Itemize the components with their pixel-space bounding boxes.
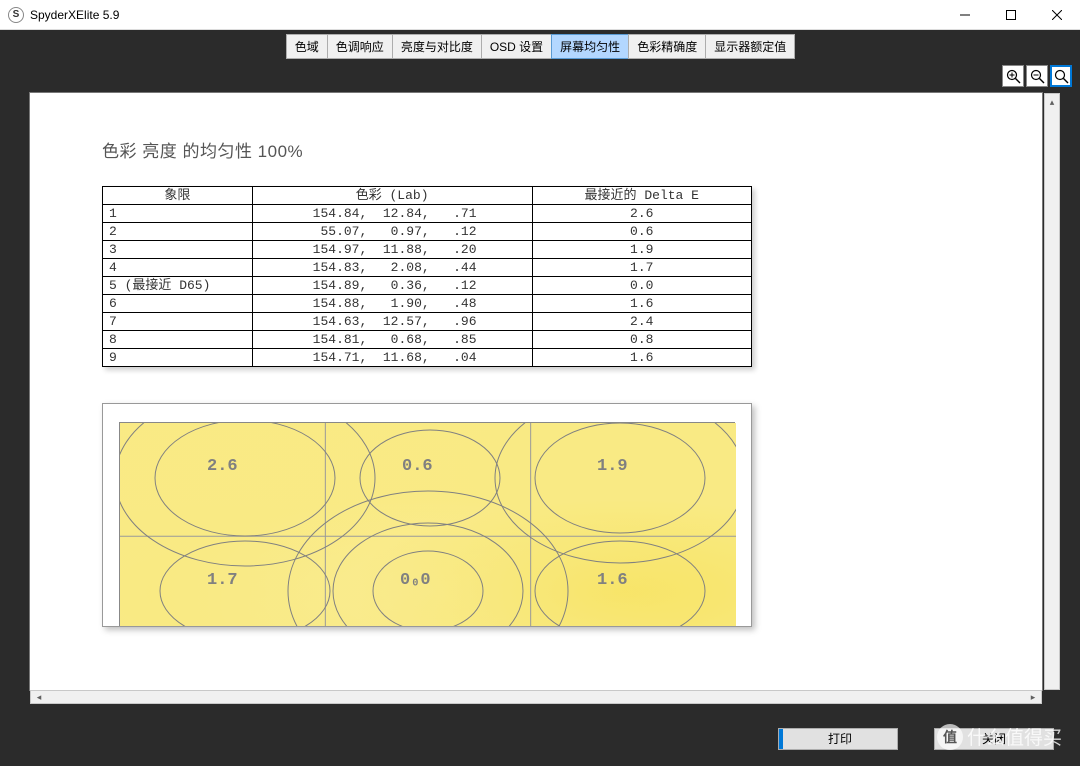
cell-deltae: 2.6 [532,205,751,223]
cell-lab: 154.84, 12.84, .71 [252,205,532,223]
cell-lab: 154.89, 0.36, .12 [252,277,532,295]
app-frame: 色域色调响应亮度与对比度OSD 设置屏幕均匀性色彩精确度显示器额定值 色彩 亮度… [0,30,1080,766]
cell-deltae: 2.4 [532,313,751,331]
tab-2[interactable]: 亮度与对比度 [392,34,482,59]
cell-deltae: 1.6 [532,349,751,367]
heatmap-value: 1.9 [597,457,628,476]
zoom-out-icon[interactable] [1026,65,1048,87]
heatmap-svg [120,423,736,627]
zoom-toolbar [4,59,1076,91]
footer-bar: 打印 关闭 [4,716,1076,762]
heatmap-value: 1.6 [597,571,628,590]
cell-quadrant: 8 [103,331,253,349]
heatmap-value: 0₀0 [400,571,431,590]
maximize-button[interactable] [988,0,1034,30]
table-row: 1154.84, 12.84, .712.6 [103,205,752,223]
cell-deltae: 0.8 [532,331,751,349]
tab-1[interactable]: 色调响应 [327,34,393,59]
table-row: 5 (最接近 D65)154.89, 0.36, .120.0 [103,277,752,295]
cell-quadrant: 7 [103,313,253,331]
cell-lab: 154.63, 12.57, .96 [252,313,532,331]
zoom-fit-icon[interactable] [1050,65,1072,87]
table-row: 3154.97, 11.88, .201.9 [103,241,752,259]
table-row: 7154.63, 12.57, .962.4 [103,313,752,331]
cell-deltae: 1.7 [532,259,751,277]
titlebar: S SpyderXElite 5.9 [0,0,1080,30]
content-area: 色彩 亮度 的均匀性 100% 象限 色彩 (Lab) 最接近的 Delta E… [4,91,1076,762]
cell-quadrant: 6 [103,295,253,313]
heatmap-value: 0.6 [402,457,433,476]
window-controls [942,0,1080,30]
cell-quadrant: 9 [103,349,253,367]
cell-quadrant: 5 (最接近 D65) [103,277,253,295]
close-report-button[interactable]: 关闭 [934,728,1054,750]
cell-lab: 154.88, 1.90, .48 [252,295,532,313]
cell-quadrant: 3 [103,241,253,259]
heatmap-container: 2.6 0.6 1.9 1.7 0₀0 1.6 [102,403,752,627]
horizontal-scrollbar[interactable]: ◂ ▸ [30,690,1042,704]
cell-lab: 154.97, 11.88, .20 [252,241,532,259]
cell-quadrant: 4 [103,259,253,277]
scroll-left-arrow[interactable]: ◂ [31,691,47,703]
col-header-lab: 色彩 (Lab) [252,187,532,205]
cell-lab: 154.83, 2.08, .44 [252,259,532,277]
cell-deltae: 0.0 [532,277,751,295]
zoom-in-icon[interactable] [1002,65,1024,87]
window-title: SpyderXElite 5.9 [30,8,942,22]
close-button[interactable] [1034,0,1080,30]
heatmap: 2.6 0.6 1.9 1.7 0₀0 1.6 [119,422,735,627]
cell-deltae: 0.6 [532,223,751,241]
app-icon: S [8,7,24,23]
cell-quadrant: 2 [103,223,253,241]
col-header-quadrant: 象限 [103,187,253,205]
col-header-deltae: 最接近的 Delta E [532,187,751,205]
cell-quadrant: 1 [103,205,253,223]
tab-strip: 色域色调响应亮度与对比度OSD 设置屏幕均匀性色彩精确度显示器额定值 [4,30,1076,59]
cell-deltae: 1.9 [532,241,751,259]
cell-lab: 154.71, 11.68, .04 [252,349,532,367]
vertical-scrollbar[interactable]: ▴ [1044,93,1060,690]
heatmap-value: 1.7 [207,571,238,590]
print-button[interactable]: 打印 [778,728,898,750]
paper-wrap: 色彩 亮度 的均匀性 100% 象限 色彩 (Lab) 最接近的 Delta E… [20,91,1060,704]
cell-lab: 154.81, 0.68, .85 [252,331,532,349]
report-page: 色彩 亮度 的均匀性 100% 象限 色彩 (Lab) 最接近的 Delta E… [30,93,1042,690]
scroll-up-arrow[interactable]: ▴ [1045,94,1059,110]
table-row: 9154.71, 11.68, .041.6 [103,349,752,367]
tab-5[interactable]: 色彩精确度 [628,34,706,59]
tab-4[interactable]: 屏幕均匀性 [551,34,629,59]
table-row: 6154.88, 1.90, .481.6 [103,295,752,313]
table-row: 8154.81, 0.68, .850.8 [103,331,752,349]
table-row: 4154.83, 2.08, .441.7 [103,259,752,277]
minimize-button[interactable] [942,0,988,30]
cell-deltae: 1.6 [532,295,751,313]
section-title: 色彩 亮度 的均匀性 100% [102,137,970,162]
scroll-right-arrow[interactable]: ▸ [1025,691,1041,703]
tab-6[interactable]: 显示器额定值 [705,34,795,59]
table-row: 2 55.07, 0.97, .120.6 [103,223,752,241]
uniformity-table: 象限 色彩 (Lab) 最接近的 Delta E 1154.84, 12.84,… [102,186,752,367]
tab-3[interactable]: OSD 设置 [481,34,552,59]
cell-lab: 55.07, 0.97, .12 [252,223,532,241]
heatmap-value: 2.6 [207,457,238,476]
table-header-row: 象限 色彩 (Lab) 最接近的 Delta E [103,187,752,205]
tab-0[interactable]: 色域 [286,34,328,59]
